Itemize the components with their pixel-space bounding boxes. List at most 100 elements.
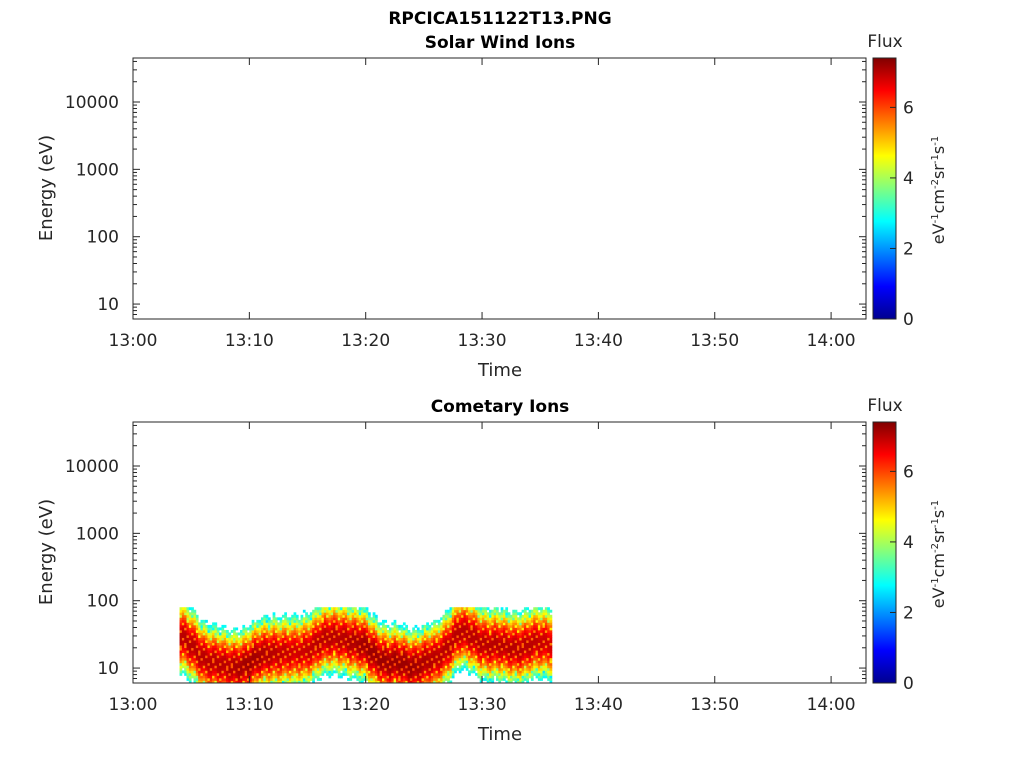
heatmap-cell (430, 640, 434, 643)
heatmap-cell (447, 642, 450, 646)
heatmap-cell (240, 637, 243, 641)
heatmap-cell (449, 660, 453, 664)
heatmap-cell (200, 645, 204, 649)
heatmap-cell (288, 670, 292, 674)
heatmap-cell (328, 640, 332, 643)
heatmap-cell (349, 614, 353, 618)
heatmap-cell (295, 627, 299, 631)
heatmap-cell (484, 629, 488, 633)
heatmap-cell (277, 652, 280, 656)
heatmap-cell (284, 665, 287, 669)
heatmap-cell (405, 675, 408, 679)
heatmap-cell (496, 652, 499, 656)
heatmap-cell (505, 657, 509, 661)
heatmap-cell (293, 627, 297, 631)
heatmap-cell (500, 642, 504, 646)
heatmap-cell (465, 619, 469, 623)
heatmap-cell (237, 680, 241, 684)
heatmap-cell (379, 677, 383, 681)
heatmap-cell (251, 677, 255, 681)
heatmap-cell (181, 670, 185, 674)
heatmap-cell (486, 660, 490, 664)
heatmap-cell (486, 619, 490, 623)
heatmap-cell (454, 619, 457, 623)
heatmap-cell (354, 619, 357, 623)
heatmap-cell (284, 627, 287, 631)
heatmap-cell (244, 657, 248, 661)
heatmap-cell (191, 619, 194, 623)
heatmap-cell (489, 672, 492, 676)
heatmap-cell (260, 677, 264, 681)
heatmap-cell (267, 627, 271, 631)
heatmap-cell (470, 657, 474, 661)
heatmap-cell (516, 632, 520, 636)
heatmap-cell (337, 617, 341, 621)
heatmap-cell (361, 632, 364, 636)
heatmap-cell (428, 629, 432, 633)
heatmap-cell (235, 640, 239, 643)
heatmap-cell (451, 642, 455, 646)
heatmap-cell (337, 657, 341, 661)
heatmap-cell (212, 629, 215, 633)
heatmap-cell (284, 675, 287, 679)
heatmap-cell (521, 667, 525, 671)
heatmap-cell (468, 645, 471, 649)
heatmap-cell (544, 627, 548, 631)
heatmap-cell (516, 624, 520, 628)
heatmap-cell (279, 637, 283, 641)
heatmap-cell (333, 637, 336, 641)
heatmap-cell (465, 667, 469, 671)
heatmap-cell (300, 680, 304, 684)
heatmap-cell (291, 660, 294, 664)
heatmap-cell (240, 667, 243, 671)
heatmap-cell (365, 677, 369, 681)
heatmap-cell (458, 647, 462, 651)
heatmap-cell (244, 640, 248, 643)
heatmap-cell (477, 612, 481, 616)
heatmap-cell (398, 642, 402, 646)
heatmap-cell (426, 667, 429, 671)
heatmap-cell (468, 627, 471, 631)
heatmap-cell (191, 655, 194, 659)
heatmap-cell (200, 627, 204, 631)
heatmap-cell (391, 637, 395, 641)
heatmap-cell (307, 637, 311, 641)
heatmap-cell (484, 675, 488, 679)
heatmap-cell (309, 614, 313, 618)
heatmap-cell (293, 662, 297, 666)
heatmap-cell (319, 677, 322, 681)
heatmap-cell (270, 657, 274, 661)
heatmap-cell (507, 655, 511, 659)
heatmap-cell (526, 635, 529, 638)
heatmap-cell (386, 672, 390, 676)
heatmap-cell (195, 637, 199, 641)
heatmap-cell (491, 672, 495, 676)
heatmap-cell (433, 640, 436, 643)
heatmap-cell (361, 660, 364, 664)
heatmap-cell (195, 650, 199, 654)
heatmap-cell (295, 680, 299, 684)
heatmap-cell (216, 632, 220, 636)
heatmap-cell (314, 640, 318, 643)
y-tick-label: 10000 (65, 93, 119, 113)
heatmap-cell (312, 629, 315, 633)
heatmap-cell (223, 677, 227, 681)
heatmap-cell (472, 642, 476, 646)
x-axis-label: Time (477, 360, 522, 381)
heatmap-cell (479, 617, 483, 621)
heatmap-cell (288, 624, 292, 628)
heatmap-cell (330, 635, 334, 638)
heatmap-cell (302, 670, 306, 674)
heatmap-cell (416, 635, 420, 638)
heatmap-cell (249, 657, 253, 661)
heatmap-cell (447, 652, 450, 656)
heatmap-cell (477, 617, 481, 621)
heatmap-cell (319, 647, 322, 651)
heatmap-cell (530, 662, 534, 666)
heatmap-cell (395, 627, 399, 631)
heatmap-cell (423, 647, 427, 651)
heatmap-cell (454, 655, 457, 659)
heatmap-cell (319, 629, 322, 633)
heatmap-cell (270, 665, 274, 669)
heatmap-cell (491, 657, 495, 661)
